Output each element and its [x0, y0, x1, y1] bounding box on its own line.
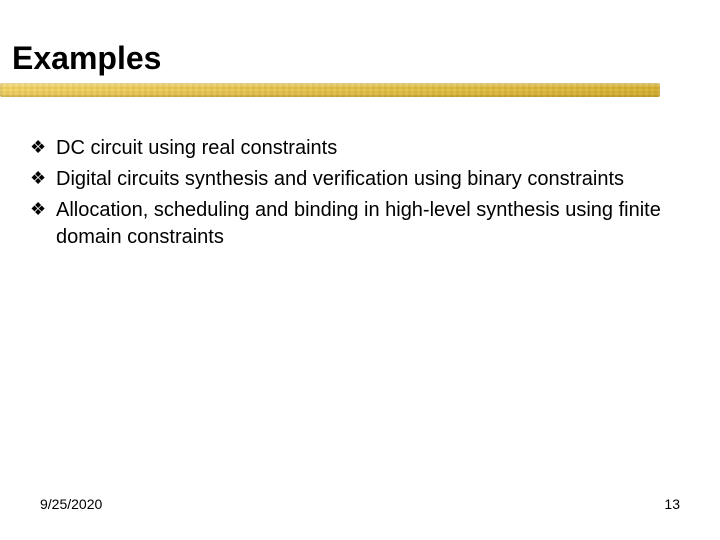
bullet-item: DC circuit using real constraints	[30, 135, 690, 162]
slide: Examples DC circuit using real constrain…	[0, 0, 720, 540]
footer-page: 13	[664, 496, 680, 512]
slide-footer: 9/25/2020 13	[40, 496, 680, 512]
footer-date: 9/25/2020	[40, 496, 102, 512]
title-underline	[0, 83, 720, 111]
slide-title: Examples	[12, 40, 690, 77]
bullet-item: Digital circuits synthesis and verificat…	[30, 166, 690, 193]
bullet-item: Allocation, scheduling and binding in hi…	[30, 197, 690, 251]
underline-texture	[0, 83, 660, 97]
bullet-list: DC circuit using real constraints Digita…	[30, 135, 690, 251]
